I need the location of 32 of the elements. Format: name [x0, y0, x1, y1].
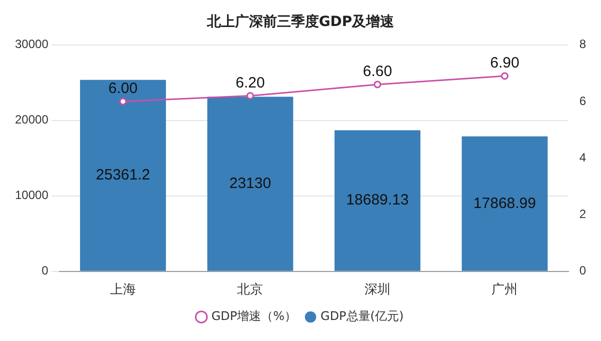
x-tick-label: 广州 — [492, 282, 518, 298]
data-label: 18689.13 — [346, 192, 409, 209]
x-tick-label: 上海 — [110, 282, 136, 298]
chart-title: 北上广深前三季度GDP及增速 — [206, 13, 396, 30]
data-label: 6.00 — [108, 80, 138, 98]
bar — [334, 130, 420, 271]
y-tick-label: 0 — [42, 264, 49, 278]
x-tick-label: 深圳 — [364, 282, 390, 298]
data-label: 6.90 — [490, 54, 520, 72]
data-label: 25361.2 — [96, 166, 150, 184]
bar — [207, 96, 294, 271]
data-label: 17868.99 — [473, 194, 536, 212]
y-tick-label: 20000 — [14, 112, 49, 127]
y2-tick-label: 8 — [579, 37, 586, 52]
bar — [80, 80, 166, 271]
legend-label: GDP总量(亿元) — [320, 309, 404, 324]
y-tick-label: 30000 — [14, 37, 49, 52]
data-label: 23130 — [229, 174, 272, 192]
y2-tick-label: 0 — [579, 264, 586, 278]
point — [246, 92, 254, 100]
bar — [462, 136, 548, 271]
x-tick-label: 北京 — [237, 282, 264, 298]
point — [374, 80, 382, 88]
y-tick-label: 10000 — [14, 188, 49, 202]
y2-tick-label: 6 — [579, 94, 586, 108]
point — [500, 72, 508, 80]
data-label: 6.60 — [362, 63, 392, 80]
point — [119, 98, 127, 106]
y2-tick-label: 4 — [579, 150, 586, 164]
data-label: 6.20 — [236, 74, 265, 92]
legend-label: GDP增速（%） — [211, 309, 297, 324]
y2-tick-label: 2 — [579, 207, 586, 222]
